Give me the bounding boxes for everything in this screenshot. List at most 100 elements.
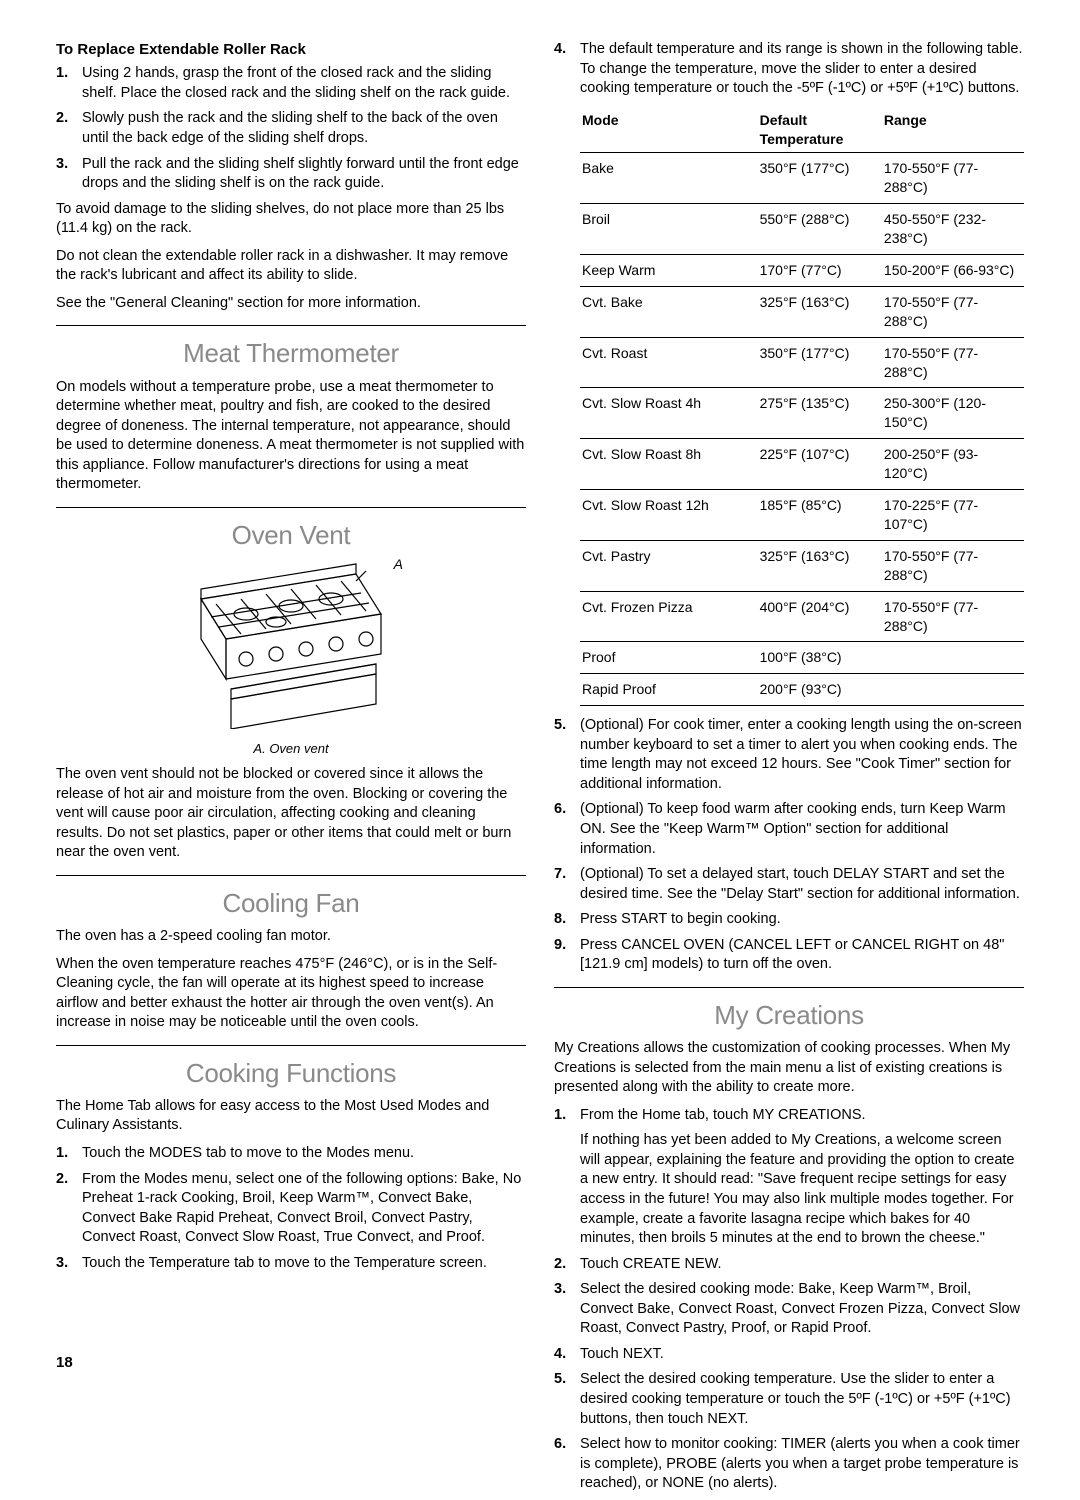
step-text: From the Home tab, touch MY CREATIONS. (580, 1107, 866, 1123)
cooling-fan-p1: The oven has a 2-speed cooling fan motor… (56, 927, 526, 947)
page-number: 18 (56, 1353, 73, 1373)
table-cell: Cvt. Slow Roast 4h (580, 388, 758, 439)
th-mode: Mode (580, 107, 758, 153)
table-cell: Keep Warm (580, 255, 758, 287)
list-item: Touch the Temperature tab to move to the… (56, 1254, 526, 1274)
my-creations-title: My Creations (554, 998, 1024, 1033)
list-item: Pull the rack and the sliding shelf slig… (56, 155, 526, 194)
meat-thermometer-body: On models without a temperature probe, u… (56, 378, 526, 495)
table-cell: 185°F (85°C) (758, 490, 882, 541)
table-cell: 325°F (163°C) (758, 286, 882, 337)
roller-rack-note: See the "General Cleaning" section for m… (56, 294, 526, 314)
cooktop-illustration (181, 559, 401, 729)
cooking-functions-title: Cooking Functions (56, 1056, 526, 1091)
table-cell: Cvt. Slow Roast 12h (580, 490, 758, 541)
table-cell: Broil (580, 204, 758, 255)
roller-rack-steps: Using 2 hands, grasp the front of the cl… (56, 64, 526, 193)
list-item: (Optional) To set a delayed start, touch… (554, 865, 1024, 904)
oven-vent-body: The oven vent should not be blocked or c… (56, 765, 526, 863)
cooling-fan-title: Cooling Fan (56, 886, 526, 921)
list-item: Select how to monitor cooking: TIMER (al… (554, 1435, 1024, 1494)
roller-rack-note: To avoid damage to the sliding shelves, … (56, 200, 526, 239)
table-cell: 250-300°F (120-150°C) (882, 388, 1024, 439)
my-creations-intro: My Creations allows the customization of… (554, 1039, 1024, 1098)
table-cell: 150-200°F (66-93°C) (882, 255, 1024, 287)
table-row: Bake350°F (177°C)170-550°F (77-288°C) (580, 153, 1024, 204)
table-cell (882, 642, 1024, 674)
table-row: Broil550°F (288°C)450-550°F (232-238°C) (580, 204, 1024, 255)
list-item: From the Home tab, touch MY CREATIONS. I… (554, 1106, 1024, 1249)
my-creations-steps: From the Home tab, touch MY CREATIONS. I… (554, 1106, 1024, 1494)
cooking-functions-steps: Touch the MODES tab to move to the Modes… (56, 1144, 526, 1273)
divider (56, 325, 526, 326)
roller-rack-heading: To Replace Extendable Roller Rack (56, 40, 526, 60)
table-cell: 400°F (204°C) (758, 591, 882, 642)
table-row: Cvt. Roast350°F (177°C)170-550°F (77-288… (580, 337, 1024, 388)
table-cell: 170-550°F (77-288°C) (882, 337, 1024, 388)
table-cell: 350°F (177°C) (758, 337, 882, 388)
table-cell: Proof (580, 642, 758, 674)
table-row: Cvt. Pastry325°F (163°C)170-550°F (77-28… (580, 540, 1024, 591)
figure-label-a: A (394, 555, 403, 574)
table-cell: 100°F (38°C) (758, 642, 882, 674)
left-column: To Replace Extendable Roller Rack Using … (56, 40, 526, 1500)
table-cell: 350°F (177°C) (758, 153, 882, 204)
oven-vent-caption: A. Oven vent (56, 740, 526, 758)
table-row: Cvt. Bake325°F (163°C)170-550°F (77-288°… (580, 286, 1024, 337)
list-item: Using 2 hands, grasp the front of the cl… (56, 64, 526, 103)
oven-vent-figure: A (56, 559, 526, 736)
oven-vent-title: Oven Vent (56, 518, 526, 553)
table-cell: Rapid Proof (580, 674, 758, 706)
table-cell: 170°F (77°C) (758, 255, 882, 287)
table-cell: Cvt. Pastry (580, 540, 758, 591)
list-item: Touch CREATE NEW. (554, 1255, 1024, 1275)
divider (554, 987, 1024, 988)
table-row: Cvt. Slow Roast 4h275°F (135°C)250-300°F… (580, 388, 1024, 439)
list-item: Slowly push the rack and the sliding she… (56, 109, 526, 148)
two-column-layout: To Replace Extendable Roller Rack Using … (56, 40, 1024, 1500)
table-row: Proof100°F (38°C) (580, 642, 1024, 674)
table-cell: 225°F (107°C) (758, 439, 882, 490)
table-row: Cvt. Slow Roast 8h225°F (107°C)200-250°F… (580, 439, 1024, 490)
table-cell: 450-550°F (232-238°C) (882, 204, 1024, 255)
table-cell: Cvt. Slow Roast 8h (580, 439, 758, 490)
table-cell: 170-550°F (77-288°C) (882, 286, 1024, 337)
table-cell: 170-225°F (77-107°C) (882, 490, 1024, 541)
list-item: Select the desired cooking mode: Bake, K… (554, 1280, 1024, 1339)
list-item: From the Modes menu, select one of the f… (56, 1170, 526, 1248)
table-cell: 550°F (288°C) (758, 204, 882, 255)
table-cell: 200°F (93°C) (758, 674, 882, 706)
list-item: Press START to begin cooking. (554, 910, 1024, 930)
table-row: Rapid Proof200°F (93°C) (580, 674, 1024, 706)
table-row: Cvt. Frozen Pizza400°F (204°C)170-550°F … (580, 591, 1024, 642)
table-cell: 200-250°F (93-120°C) (882, 439, 1024, 490)
table-cell: 275°F (135°C) (758, 388, 882, 439)
list-item: Press CANCEL OVEN (CANCEL LEFT or CANCEL… (554, 936, 1024, 975)
list-item: Touch the MODES tab to move to the Modes… (56, 1144, 526, 1164)
list-item: (Optional) For cook timer, enter a cooki… (554, 716, 1024, 794)
right-column: The default temperature and its range is… (554, 40, 1024, 1500)
table-cell: Cvt. Bake (580, 286, 758, 337)
table-cell: 170-550°F (77-288°C) (882, 153, 1024, 204)
step-4-text: The default temperature and its range is… (580, 41, 1023, 96)
table-row: Keep Warm170°F (77°C)150-200°F (66-93°C) (580, 255, 1024, 287)
cooking-functions-intro: The Home Tab allows for easy access to t… (56, 1097, 526, 1136)
meat-thermometer-title: Meat Thermometer (56, 336, 526, 371)
temperature-table: Mode Default Temperature Range Bake350°F… (580, 107, 1024, 706)
th-default: Default Temperature (758, 107, 882, 153)
cooking-continued-steps: The default temperature and its range is… (554, 40, 1024, 975)
step-sub: If nothing has yet been added to My Crea… (580, 1131, 1024, 1248)
divider (56, 1045, 526, 1046)
table-cell: Cvt. Roast (580, 337, 758, 388)
table-cell: Cvt. Frozen Pizza (580, 591, 758, 642)
roller-rack-note: Do not clean the extendable roller rack … (56, 247, 526, 286)
list-item: Touch NEXT. (554, 1345, 1024, 1365)
table-cell: 170-550°F (77-288°C) (882, 540, 1024, 591)
divider (56, 507, 526, 508)
divider (56, 875, 526, 876)
table-row: Cvt. Slow Roast 12h185°F (85°C)170-225°F… (580, 490, 1024, 541)
table-cell: 325°F (163°C) (758, 540, 882, 591)
list-item: The default temperature and its range is… (554, 40, 1024, 706)
list-item: (Optional) To keep food warm after cooki… (554, 800, 1024, 859)
cooling-fan-p2: When the oven temperature reaches 475°F … (56, 955, 526, 1033)
